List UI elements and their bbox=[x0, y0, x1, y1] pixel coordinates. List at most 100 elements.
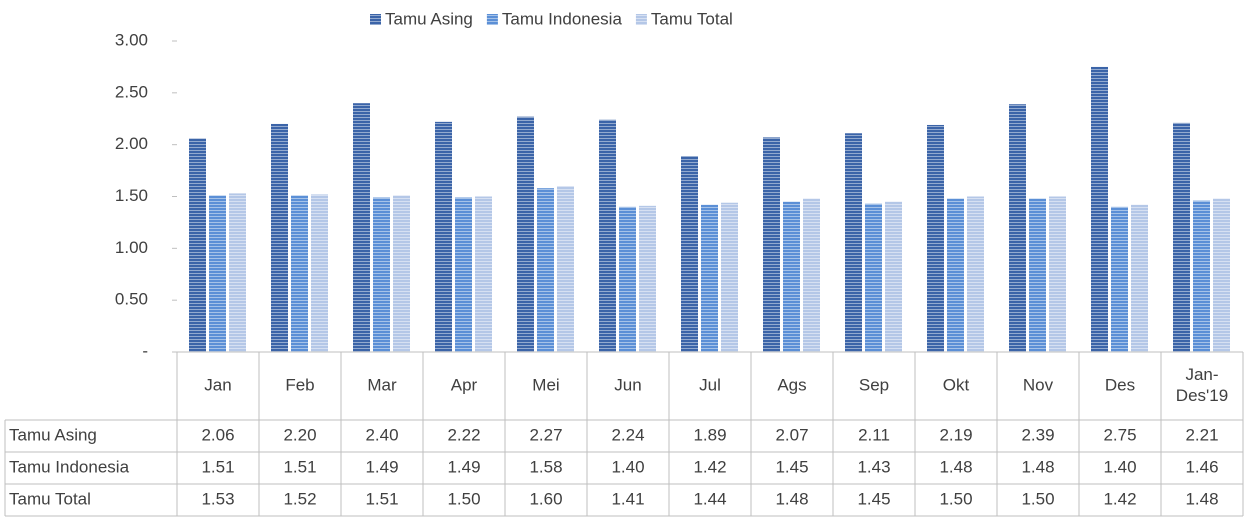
bar bbox=[373, 197, 390, 352]
table-value: 2.11 bbox=[858, 425, 890, 444]
table-value: 1.51 bbox=[283, 457, 316, 476]
x-tick-label: Jul bbox=[699, 375, 721, 394]
table-value: 1.60 bbox=[529, 489, 562, 508]
bar bbox=[1049, 196, 1066, 352]
bar bbox=[1173, 122, 1190, 352]
bar bbox=[1131, 204, 1148, 352]
bar bbox=[455, 197, 472, 352]
legend-swatch bbox=[486, 14, 498, 25]
bar bbox=[353, 103, 370, 352]
legend-swatch bbox=[370, 14, 381, 25]
table-value: 1.51 bbox=[201, 457, 234, 476]
bar bbox=[393, 195, 410, 352]
table-value: 1.40 bbox=[1103, 457, 1136, 476]
table-value: 1.48 bbox=[775, 489, 808, 508]
x-tick-label: Nov bbox=[1023, 375, 1054, 394]
bar bbox=[885, 201, 902, 352]
table-value: 1.43 bbox=[857, 457, 890, 476]
table-value: 2.07 bbox=[775, 425, 808, 444]
table-value: 1.51 bbox=[365, 489, 398, 508]
x-tick-label: Feb bbox=[285, 375, 314, 394]
legend-label: Tamu Total bbox=[651, 9, 733, 28]
x-tick-label: Jun bbox=[614, 375, 641, 394]
legend-swatch bbox=[635, 14, 647, 25]
bar bbox=[599, 119, 616, 352]
table-value: 1.53 bbox=[201, 489, 234, 508]
y-tick-label: 1.00 bbox=[115, 238, 148, 257]
bar bbox=[927, 124, 944, 352]
table-value: 1.46 bbox=[1185, 457, 1218, 476]
bar bbox=[763, 137, 780, 352]
bar bbox=[517, 116, 534, 352]
bar bbox=[209, 195, 226, 352]
table-value: 1.50 bbox=[939, 489, 972, 508]
table-value: 1.44 bbox=[693, 489, 726, 508]
table-value: 1.48 bbox=[939, 457, 972, 476]
bar bbox=[639, 205, 656, 352]
bar bbox=[271, 123, 288, 352]
bar bbox=[1111, 206, 1128, 352]
table-value: 1.49 bbox=[365, 457, 398, 476]
x-tick-label: Jan bbox=[204, 375, 231, 394]
x-tick-label: Apr bbox=[451, 375, 478, 394]
table-value: 1.50 bbox=[447, 489, 480, 508]
bar bbox=[1193, 200, 1210, 352]
y-tick-label: 3.00 bbox=[115, 30, 148, 49]
bar bbox=[1029, 198, 1046, 352]
y-tick-label: 0.50 bbox=[115, 290, 148, 309]
table-value: 1.58 bbox=[529, 457, 562, 476]
bar bbox=[947, 198, 964, 352]
x-tick-label: Mar bbox=[367, 375, 397, 394]
legend-label: Tamu Asing bbox=[385, 9, 473, 28]
table-value: 1.49 bbox=[447, 457, 480, 476]
x-tick-label: Des bbox=[1105, 375, 1135, 394]
table-value: 1.89 bbox=[693, 425, 726, 444]
table-value: 1.45 bbox=[775, 457, 808, 476]
bar bbox=[721, 202, 738, 352]
bar bbox=[865, 203, 882, 352]
x-tick-label: Ags bbox=[777, 375, 806, 394]
bar bbox=[1213, 198, 1230, 352]
row-label: Tamu Indonesia bbox=[9, 457, 130, 476]
bar bbox=[681, 156, 698, 352]
bar bbox=[845, 133, 862, 352]
x-tick-label: Sep bbox=[859, 375, 889, 394]
bar bbox=[701, 204, 718, 352]
table-value: 2.39 bbox=[1021, 425, 1054, 444]
bar bbox=[803, 198, 820, 352]
table-value: 2.27 bbox=[529, 425, 562, 444]
table-value: 1.45 bbox=[857, 489, 890, 508]
table-value: 1.48 bbox=[1021, 457, 1054, 476]
table-value: 1.42 bbox=[693, 457, 726, 476]
y-tick-label: - bbox=[142, 341, 148, 360]
table-value: 2.06 bbox=[201, 425, 234, 444]
table-value: 1.48 bbox=[1185, 489, 1218, 508]
bar bbox=[1009, 104, 1026, 352]
table-value: 2.24 bbox=[611, 425, 644, 444]
bar bbox=[1091, 66, 1108, 353]
bar bbox=[783, 201, 800, 352]
bar bbox=[557, 186, 574, 352]
table-value: 2.22 bbox=[447, 425, 480, 444]
bar bbox=[619, 206, 636, 352]
row-label: Tamu Asing bbox=[9, 425, 97, 444]
bar bbox=[475, 196, 492, 352]
x-tick-label: Jan-Des'19 bbox=[1176, 365, 1228, 405]
table-value: 1.42 bbox=[1103, 489, 1136, 508]
bar bbox=[189, 138, 206, 352]
table-value: 2.75 bbox=[1103, 425, 1136, 444]
bar bbox=[311, 194, 328, 352]
legend-label: Tamu Indonesia bbox=[502, 9, 623, 28]
bar bbox=[537, 188, 554, 352]
table-value: 1.40 bbox=[611, 457, 644, 476]
table-value: 2.20 bbox=[283, 425, 316, 444]
y-tick-label: 1.50 bbox=[115, 186, 148, 205]
bar bbox=[291, 195, 308, 352]
table-value: 1.50 bbox=[1021, 489, 1054, 508]
table-value: 1.41 bbox=[611, 489, 644, 508]
bar bbox=[229, 193, 246, 352]
table-value: 2.40 bbox=[365, 425, 398, 444]
bar bbox=[967, 196, 984, 352]
row-label: Tamu Total bbox=[9, 489, 91, 508]
